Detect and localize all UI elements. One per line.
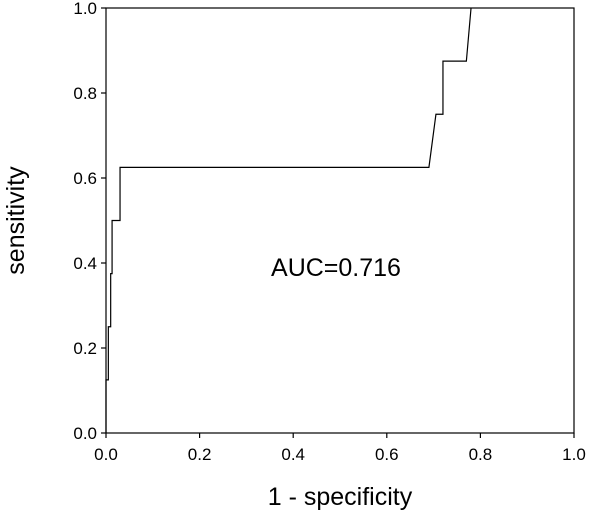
y-tick-label: 1.0: [73, 0, 97, 18]
x-tick-label: 0.6: [375, 445, 399, 464]
y-tick-label: 0.4: [73, 254, 97, 273]
y-tick-label: 0.0: [73, 424, 97, 443]
x-tick-label: 0.2: [188, 445, 212, 464]
y-tick-label: 0.8: [73, 84, 97, 103]
auc-annotation: AUC=0.716: [271, 254, 401, 282]
y-tick-label: 0.6: [73, 169, 97, 188]
x-tick-label: 0.0: [94, 445, 118, 464]
axis-ticks: [101, 7, 575, 438]
x-tick-label: 1.0: [562, 445, 586, 464]
plot-frame: [105, 7, 575, 434]
y-axis-label: sensitivity: [2, 166, 30, 275]
y-tick-label: 0.2: [73, 339, 97, 358]
roc-curve-line: [105, 7, 472, 433]
x-axis-label: 1 - specificity: [268, 483, 413, 511]
x-tick-label: 0.8: [469, 445, 493, 464]
x-tick-label: 0.4: [281, 445, 305, 464]
axis-tick-labels: 0.0 0.2 0.4 0.6 0.8 1.0 0.0 0.2 0.4 0.6 0.8 1.0: [73, 0, 585, 464]
